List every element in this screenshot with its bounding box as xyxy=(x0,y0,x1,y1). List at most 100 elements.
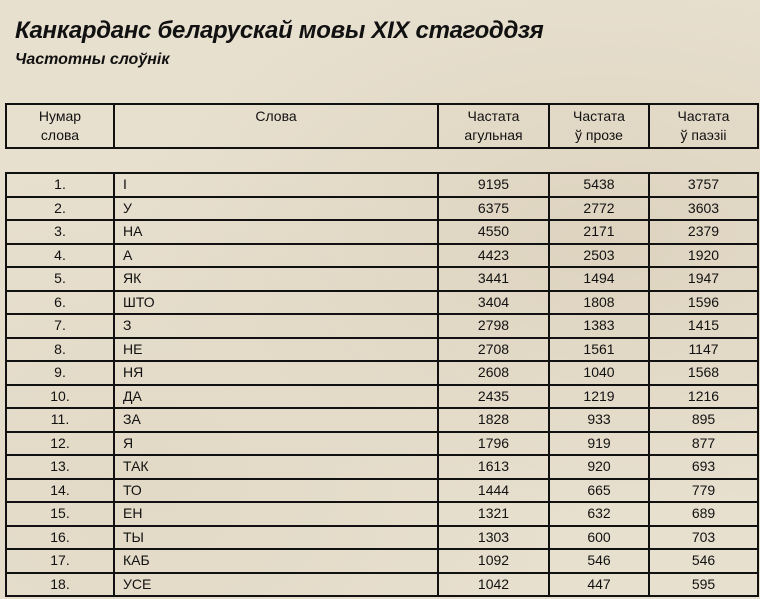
header-freq-total: Частата агульная xyxy=(437,103,550,149)
table-row: 1. І 9195 5438 3757 xyxy=(5,172,759,198)
header-label: Частата xyxy=(467,108,520,124)
freq-total-cell: 1444 xyxy=(437,477,550,503)
word-number-cell: 3. xyxy=(5,219,115,245)
freq-prose-cell: 2503 xyxy=(548,242,650,268)
word-number-cell: 10. xyxy=(5,383,115,409)
header-label: агульная xyxy=(464,127,523,143)
table-row: 16. ТЫ 1303 600 703 xyxy=(5,524,759,550)
word-number-cell: 6. xyxy=(5,289,115,315)
freq-poetry-cell: 1568 xyxy=(648,360,759,386)
page-title: Канкарданс беларускай мовы XIX стагоддзя xyxy=(15,17,544,44)
word-cell: ЗА xyxy=(113,407,439,433)
table-row: 17. КАБ 1092 546 546 xyxy=(5,548,759,574)
word-cell: ТЫ xyxy=(113,524,439,550)
freq-total-cell: 1303 xyxy=(437,524,550,550)
word-cell: НА xyxy=(113,219,439,245)
header-freq-prose: Частата ў прозе xyxy=(548,103,650,149)
freq-prose-cell: 920 xyxy=(548,454,650,480)
table-row: 2. У 6375 2772 3603 xyxy=(5,195,759,221)
freq-poetry-cell: 1920 xyxy=(648,242,759,268)
freq-prose-cell: 600 xyxy=(548,524,650,550)
word-number-cell: 7. xyxy=(5,313,115,339)
freq-poetry-cell: 693 xyxy=(648,454,759,480)
word-number-cell: 4. xyxy=(5,242,115,268)
word-cell: Я xyxy=(113,430,439,456)
freq-poetry-cell: 1415 xyxy=(648,313,759,339)
word-number-cell: 9. xyxy=(5,360,115,386)
freq-prose-cell: 632 xyxy=(548,501,650,527)
freq-poetry-cell: 595 xyxy=(648,571,759,597)
freq-poetry-cell: 703 xyxy=(648,524,759,550)
freq-prose-cell: 1383 xyxy=(548,313,650,339)
header-label: ў паэзіі xyxy=(680,127,727,143)
table-row: 10. ДА 2435 1219 1216 xyxy=(5,383,759,409)
freq-prose-cell: 1808 xyxy=(548,289,650,315)
word-number-cell: 15. xyxy=(5,501,115,527)
frequency-table: 1. І 9195 5438 3757 2. У 6375 2772 3603 3. НА 4550 21… xyxy=(5,172,759,597)
word-cell: А xyxy=(113,242,439,268)
freq-total-cell: 1042 xyxy=(437,571,550,597)
word-number-cell: 1. xyxy=(5,172,115,198)
table-header: Нумар слова Слова Частата агульная Частата ў п… xyxy=(5,103,759,149)
freq-prose-cell: 1561 xyxy=(548,336,650,362)
table-row: 14. ТО 1444 665 779 xyxy=(5,477,759,503)
header-label: Нумар xyxy=(38,108,82,124)
freq-poetry-cell: 3603 xyxy=(648,195,759,221)
freq-poetry-cell: 1947 xyxy=(648,266,759,292)
freq-total-cell: 6375 xyxy=(437,195,550,221)
word-cell: І xyxy=(113,172,439,198)
header-number: Нумар слова xyxy=(5,103,115,149)
freq-total-cell: 1321 xyxy=(437,501,550,527)
word-cell: ДА xyxy=(113,383,439,409)
header-freq-poetry: Частата ў паэзіі xyxy=(648,103,759,149)
freq-total-cell: 1092 xyxy=(437,548,550,574)
header-label: слова xyxy=(40,127,80,143)
table-row: 15. ЕН 1321 632 689 xyxy=(5,501,759,527)
header-label: Частата xyxy=(573,108,625,124)
header-label: Частата xyxy=(677,108,730,124)
word-number-cell: 13. xyxy=(5,454,115,480)
freq-prose-cell: 447 xyxy=(548,571,650,597)
table-row: 11. ЗА 1828 933 895 xyxy=(5,407,759,433)
freq-total-cell: 3404 xyxy=(437,289,550,315)
freq-total-cell: 2608 xyxy=(437,360,550,386)
freq-total-cell: 4550 xyxy=(437,219,550,245)
freq-poetry-cell: 1596 xyxy=(648,289,759,315)
freq-prose-cell: 1040 xyxy=(548,360,650,386)
freq-total-cell: 1613 xyxy=(437,454,550,480)
word-cell: З xyxy=(113,313,439,339)
freq-total-cell: 2798 xyxy=(437,313,550,339)
freq-prose-cell: 919 xyxy=(548,430,650,456)
word-cell: ШТО xyxy=(113,289,439,315)
word-cell: ЯК xyxy=(113,266,439,292)
header-word: Слова xyxy=(113,103,439,149)
word-number-cell: 18. xyxy=(5,571,115,597)
word-number-cell: 16. xyxy=(5,524,115,550)
word-number-cell: 14. xyxy=(5,477,115,503)
word-cell: УСЕ xyxy=(113,571,439,597)
page-subtitle: Частотны слоўнік xyxy=(15,51,170,68)
freq-prose-cell: 2171 xyxy=(548,219,650,245)
freq-prose-cell: 2772 xyxy=(548,195,650,221)
word-number-cell: 11. xyxy=(5,407,115,433)
freq-prose-cell: 5438 xyxy=(548,172,650,198)
freq-total-cell: 1828 xyxy=(437,407,550,433)
word-number-cell: 12. xyxy=(5,430,115,456)
freq-poetry-cell: 779 xyxy=(648,477,759,503)
freq-prose-cell: 1219 xyxy=(548,383,650,409)
table-row: 9. НЯ 2608 1040 1568 xyxy=(5,360,759,386)
header-label: Слова xyxy=(255,108,297,124)
freq-poetry-cell: 3757 xyxy=(648,172,759,198)
table-row: 18. УСЕ 1042 447 595 xyxy=(5,571,759,597)
word-number-cell: 5. xyxy=(5,266,115,292)
freq-poetry-cell: 1147 xyxy=(648,336,759,362)
freq-total-cell: 4423 xyxy=(437,242,550,268)
table-row: 7. З 2798 1383 1415 xyxy=(5,313,759,339)
freq-prose-cell: 1494 xyxy=(548,266,650,292)
table-row: 5. ЯК 3441 1494 1947 xyxy=(5,266,759,292)
table-row: 13. ТАК 1613 920 693 xyxy=(5,454,759,480)
freq-prose-cell: 546 xyxy=(548,548,650,574)
table-row: 6. ШТО 3404 1808 1596 xyxy=(5,289,759,315)
word-number-cell: 8. xyxy=(5,336,115,362)
header-label: ў прозе xyxy=(575,127,623,143)
